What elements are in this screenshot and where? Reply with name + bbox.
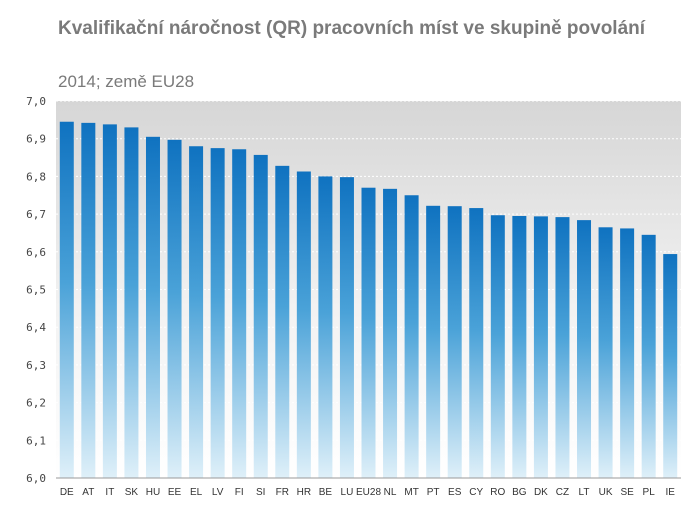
y-tick-label: 6,7 [26, 208, 46, 221]
bar-se [620, 228, 635, 478]
bar-de [59, 121, 74, 479]
x-tick-label: UK [599, 487, 613, 498]
bar-at [81, 122, 96, 478]
bar-hu [145, 136, 160, 478]
y-tick-label: 6,1 [26, 434, 46, 447]
bar-pt [426, 205, 441, 478]
bar-el [189, 146, 204, 479]
bar-cz [555, 217, 570, 478]
x-tick-label: EU28 [356, 487, 381, 498]
bar-mt [404, 195, 419, 478]
x-tick-label: NL [384, 487, 397, 498]
bar-bg [512, 215, 527, 479]
x-tick-label: HR [297, 487, 311, 498]
x-tick-label: BG [512, 487, 527, 498]
x-tick-label: SE [620, 487, 634, 498]
bar-hr [296, 171, 311, 478]
x-tick-label: BE [319, 487, 333, 498]
bar-es [447, 206, 462, 479]
y-tick-label: 6,9 [26, 133, 46, 146]
bar-sk [124, 127, 139, 478]
y-tick-label: 6,8 [26, 170, 46, 183]
x-tick-label: EL [190, 487, 203, 498]
bar-nl [383, 188, 398, 478]
x-tick-label: MT [404, 487, 418, 498]
chart-title: Kvalifikační náročnost (QR) pracovních m… [58, 18, 646, 39]
x-tick-label: DE [60, 487, 74, 498]
bar-fi [232, 149, 247, 479]
x-tick-label: ES [448, 487, 462, 498]
y-tick-label: 6,0 [26, 472, 46, 485]
y-tick-label: 6,5 [26, 284, 46, 297]
x-tick-label: DK [534, 487, 548, 498]
chart-subtitle: 2014; země EU28 [58, 72, 195, 91]
bar-si [253, 154, 268, 478]
x-tick-label: LU [341, 487, 354, 498]
bar-be [318, 176, 333, 478]
bar-dk [533, 216, 548, 478]
bar-it [102, 124, 117, 479]
y-tick-label: 6,6 [26, 246, 46, 259]
bar-uk [598, 227, 613, 478]
x-tick-label: LT [579, 487, 590, 498]
x-tick-label: IT [105, 487, 114, 498]
x-tick-label: LV [212, 487, 224, 498]
bar-pl [641, 234, 656, 478]
x-tick-label: AT [82, 487, 94, 498]
x-tick-label: EE [168, 487, 182, 498]
bar-lv [210, 148, 225, 478]
bar-fr [275, 165, 290, 478]
x-tick-label: FI [235, 487, 244, 498]
bar-ro [490, 215, 505, 478]
y-tick-label: 6,3 [26, 359, 46, 372]
x-tick-label: CY [469, 487, 483, 498]
y-tick-label: 6,2 [26, 397, 46, 410]
bar-eu28 [361, 187, 376, 478]
bar-lu [339, 177, 354, 479]
x-tick-label: SI [256, 487, 265, 498]
x-tick-label: SK [125, 487, 139, 498]
x-tick-label: FR [276, 487, 289, 498]
bar-cy [469, 208, 484, 478]
bar-ee [167, 139, 182, 478]
x-tick-label: PL [643, 487, 656, 498]
x-tick-label: RO [490, 487, 505, 498]
x-tick-label: CZ [556, 487, 569, 498]
y-tick-label: 6,4 [26, 321, 46, 334]
y-tick-label: 7,0 [26, 95, 46, 108]
x-tick-label: IE [665, 487, 675, 498]
x-tick-label: HU [146, 487, 160, 498]
x-tick-label: PT [427, 487, 440, 498]
bar-ie [663, 254, 678, 478]
bar-lt [577, 220, 592, 478]
